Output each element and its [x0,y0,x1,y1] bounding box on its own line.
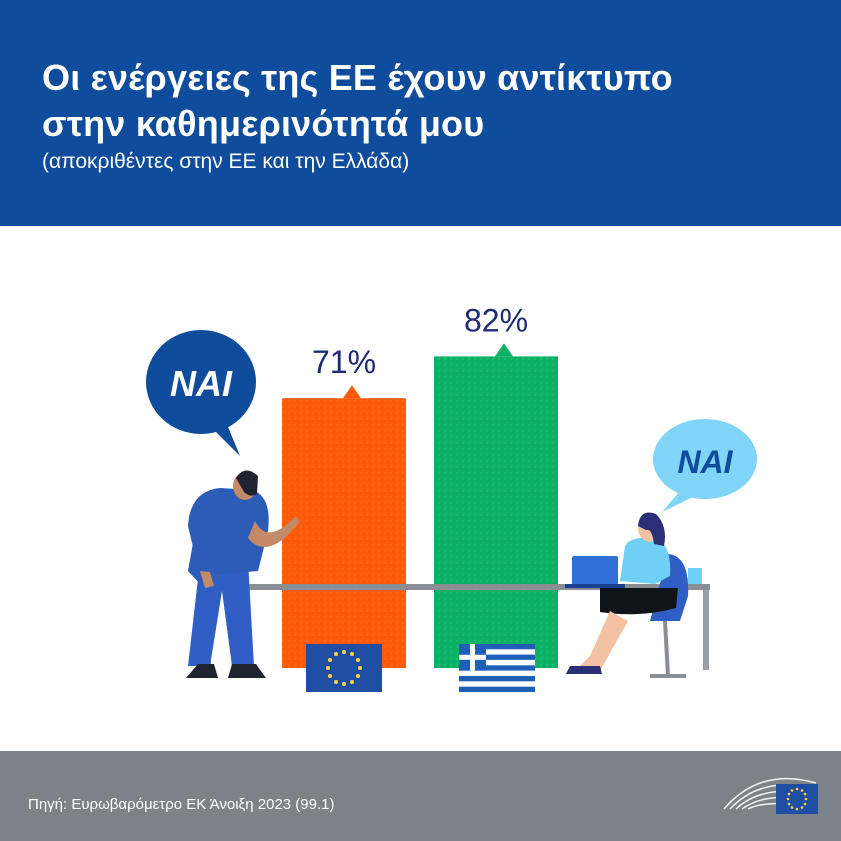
speech-left-text: ΝΑΙ [170,363,233,404]
bar-value-label: 71% [312,344,376,380]
bar-texture [434,356,558,668]
bar-texture [282,398,406,668]
bars-group: 71% 82% [282,302,558,668]
eu-flag-icon [306,644,382,692]
footer-bar [0,751,841,841]
bar-value-label: 82% [464,302,528,338]
sitting-woman-figure [565,512,702,678]
bar-pointer [495,343,513,357]
greece-flag-icon [459,644,535,692]
page-title: Οι ενέργειες της ΕΕ έχουν αντίκτυπο στην… [42,55,822,147]
title-line-1: Οι ενέργειες της ΕΕ έχουν αντίκτυπο [42,57,673,98]
speech-bubble-right: ΝΑΙ [653,419,757,512]
european-parliament-logo [723,777,818,814]
title-line-2: στην καθημερινότητά μου [42,103,485,144]
speech-right-text: ΝΑΙ [677,444,733,480]
speech-bubble-left: ΝΑΙ [146,330,256,456]
standing-man-figure [186,470,300,678]
source-note: Πηγή: Ευρωβαρόμετρο ΕΚ Άνοιξη 2023 (99.1… [28,796,335,813]
page-subtitle: (αποκριθέντες στην ΕΕ και την Ελλάδα) [42,150,410,173]
bar-chart: ΝΑΙ ΝΑΙ 71% 82% [146,302,757,692]
chart-area: ΝΑΙ ΝΑΙ 71% 82% [0,226,841,751]
bar-pointer [343,385,361,399]
header-banner: Οι ενέργειες της ΕΕ έχουν αντίκτυπο στην… [0,0,841,226]
